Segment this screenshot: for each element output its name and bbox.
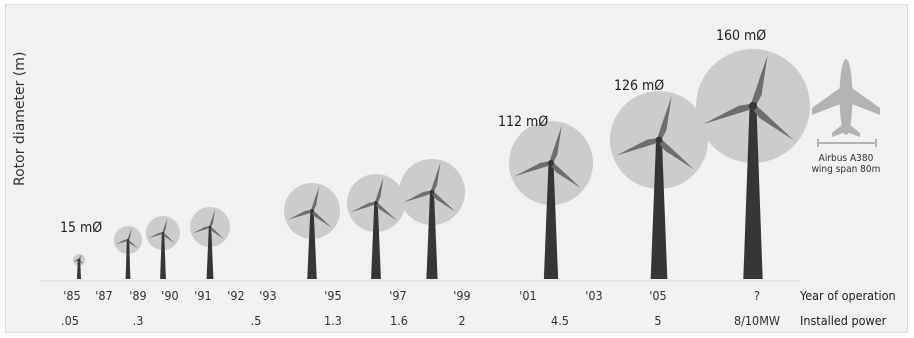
year-tick: '97 [389,288,407,303]
blade [209,209,216,228]
year-tick: ? [754,288,760,303]
hub [310,209,314,213]
blade [127,239,138,249]
annotation-160m: 160 mØ [716,28,767,44]
power-tick: .5 [250,313,262,328]
tower [77,260,81,279]
blade [656,96,672,141]
power-tick: 2 [458,313,466,328]
turbines [73,49,810,279]
year-tick: '05 [649,288,667,303]
wind-turbine [696,49,810,279]
year-tick: '92 [227,288,245,303]
power-tick: 4.5 [551,313,569,328]
hub [429,189,435,195]
blade [703,103,754,125]
wind-turbine [610,91,708,279]
year-tick: '85 [63,288,81,303]
blade [374,177,384,204]
annotation-112m: 112 mØ [498,114,549,130]
power-tick: 1.6 [390,313,408,328]
blade [310,186,320,212]
blade [431,190,456,212]
power-tick: 8/10MW [733,313,781,328]
blade [549,125,562,164]
wind-turbine [399,159,465,279]
hub [77,258,81,262]
airplane-caption: Airbus A380 wing span 80m [808,153,884,175]
annotation-15m: 15 mØ [60,220,103,236]
blade [287,209,313,220]
power-tick: .05 [61,313,79,328]
blade [162,232,176,244]
tower [160,233,166,279]
tower [743,106,763,279]
hub [161,231,165,235]
airplane-name: Airbus A380 [818,153,874,164]
airplane-icon [812,59,880,147]
blade [751,104,794,141]
wind-turbine [284,183,340,279]
tower [543,163,559,279]
tower [371,203,381,279]
airplane-wingspan: wing span 80m [811,164,881,175]
hub [749,102,757,110]
year-tick: '01 [519,288,537,303]
blade [375,202,397,221]
hub [373,200,379,206]
year-tick: '89 [129,288,147,303]
blade [115,239,129,245]
wind-turbine [509,121,593,279]
wind-turbine [73,254,85,279]
blade [430,162,441,193]
blade [311,210,332,228]
tower [125,240,131,279]
annotation-126m: 126 mØ [614,78,665,94]
blade [209,226,225,239]
year-tick: '03 [585,288,603,303]
year-tick: '95 [324,288,342,303]
power-tick: 1.3 [324,313,342,328]
hub [548,160,554,166]
year-tick: '90 [161,288,179,303]
year-tick: '91 [194,288,212,303]
blade [403,190,433,203]
blade [148,232,164,239]
hub [655,136,663,144]
blade [657,138,694,170]
hub [208,225,212,229]
tower [426,192,438,279]
tower [650,140,668,279]
wind-turbine [347,174,405,279]
blade [616,137,660,156]
tower [206,227,214,279]
blade [162,217,168,234]
year-row-label: Year of operation [800,288,896,303]
hub [126,238,130,242]
blade [750,55,768,107]
blade [549,161,581,189]
wind-turbine [146,216,180,279]
power-row-label: Installed power [800,313,887,328]
blade [127,227,132,241]
year-tick: '87 [95,288,113,303]
tower [307,211,317,279]
power-tick: .3 [132,313,144,328]
blade [514,161,552,177]
year-tick: '93 [259,288,277,303]
wind-turbine [114,226,142,279]
year-tick: '99 [453,288,471,303]
blade [192,226,211,234]
power-tick: 5 [654,313,662,328]
wind-turbine [190,207,230,279]
blade [350,201,377,213]
